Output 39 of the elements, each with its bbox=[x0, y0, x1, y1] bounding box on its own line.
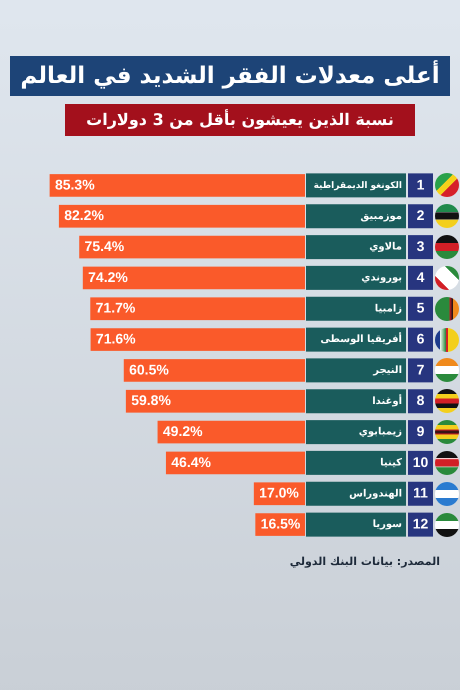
text: 3 bbox=[416, 238, 425, 254]
y-tick-label: أفريقيا الوسطى bbox=[320, 332, 402, 346]
data-label: 49.2% bbox=[162, 422, 204, 439]
text: 6 bbox=[416, 330, 425, 346]
data-label: 85.3% bbox=[54, 176, 96, 192]
y-tick-label: بوروندي bbox=[361, 272, 402, 284]
text: 10 bbox=[412, 454, 428, 470]
y-tick-label: زيمبابوي bbox=[358, 426, 402, 438]
data-label: 60.5% bbox=[129, 361, 170, 378]
data-label: 71.7% bbox=[96, 300, 136, 316]
text: 8 bbox=[416, 392, 425, 408]
text: 12 bbox=[412, 515, 428, 532]
data-label: 17.0% bbox=[259, 484, 300, 501]
text: 4 bbox=[416, 268, 425, 285]
text: 2 bbox=[416, 207, 425, 224]
chart-subtitle: نسبة الذين يعيشون بأقل من 3 دولارات bbox=[65, 104, 415, 136]
text: 1 bbox=[416, 176, 425, 192]
data-label: 75.4% bbox=[84, 238, 125, 254]
text: المصدر: بيانات البنك الدولي bbox=[290, 555, 440, 568]
data-label: 71.6% bbox=[96, 330, 136, 346]
text: 9 bbox=[416, 422, 425, 439]
y-tick-label: أوغندا bbox=[372, 394, 402, 407]
y-tick-label: زامبيا bbox=[374, 303, 402, 314]
data-label: 82.2% bbox=[64, 207, 104, 224]
y-tick-label: الكونغو الديمقراطية bbox=[314, 180, 402, 191]
data-label: 46.4% bbox=[171, 454, 212, 470]
data-label: 16.5% bbox=[260, 515, 301, 532]
y-tick-label: سوريا bbox=[372, 519, 402, 530]
y-tick-label: الهندوراس bbox=[349, 488, 402, 500]
text: 7 bbox=[416, 361, 425, 378]
text: 11 bbox=[413, 484, 428, 501]
data-label: 74.2% bbox=[88, 268, 128, 285]
y-tick-label: كينيا bbox=[380, 458, 402, 469]
text: 5 bbox=[416, 300, 425, 316]
y-tick-label: مالاوي bbox=[369, 242, 402, 253]
y-tick-label: النيجر bbox=[372, 365, 402, 376]
chart-title: أعلى معدلات الفقر الشديد في العالم bbox=[10, 56, 450, 96]
data-label: 59.8% bbox=[131, 392, 172, 408]
y-tick-label: موزمبيق bbox=[360, 210, 402, 222]
